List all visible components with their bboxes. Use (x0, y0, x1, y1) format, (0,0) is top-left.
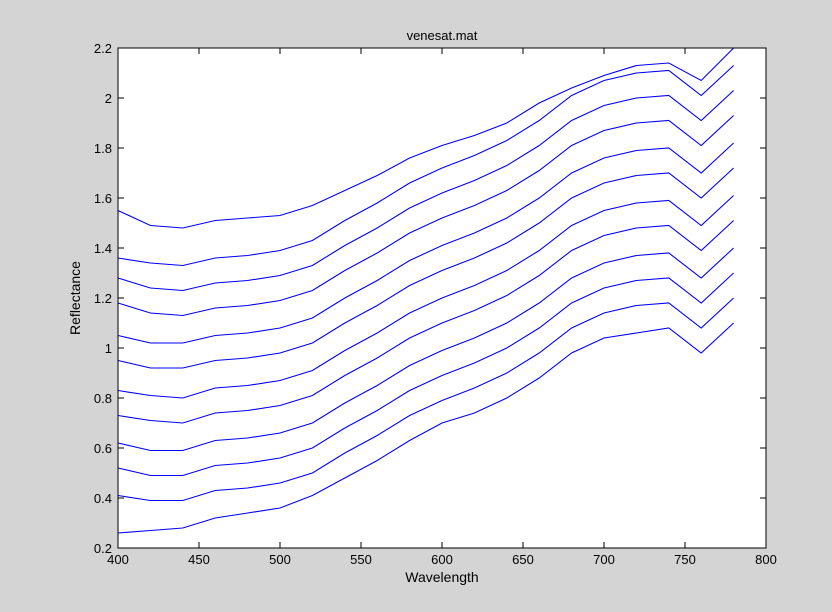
y-tick-label: 1.6 (94, 191, 112, 206)
y-tick-label: 1.8 (94, 141, 112, 156)
chart-title: venesat.mat (407, 28, 478, 43)
y-tick-label: 1 (105, 341, 112, 356)
series-line-5 (117, 220, 734, 424)
y-tick-label: 0.4 (94, 491, 112, 506)
x-tick-label: 700 (593, 552, 615, 567)
series-line-2 (117, 297, 734, 502)
x-tick-label: 450 (188, 552, 210, 567)
y-tick-label: 0.2 (94, 541, 112, 556)
series-line-8 (117, 142, 734, 344)
y-tick-label: 0.6 (94, 441, 112, 456)
series-line-12 (117, 47, 734, 229)
y-tick-label: 2 (105, 91, 112, 106)
x-tick-label: 400 (107, 552, 129, 567)
series-layer (117, 47, 734, 534)
x-tick-label: 600 (431, 552, 453, 567)
series-line-7 (117, 167, 734, 369)
x-axis-label: Wavelength (405, 569, 478, 585)
series-line-1 (117, 322, 734, 534)
series-line-3 (117, 272, 734, 477)
y-tick-label: 1.4 (94, 241, 112, 256)
series-line-9 (117, 115, 734, 317)
x-tick-label: 800 (755, 552, 777, 567)
y-tick-label: 1.2 (94, 291, 112, 306)
x-tick-label: 650 (512, 552, 534, 567)
series-line-11 (117, 65, 734, 267)
y-tick-label: 0.8 (94, 391, 112, 406)
x-tick-label: 500 (269, 552, 291, 567)
series-line-6 (117, 195, 734, 399)
x-tick-label: 750 (674, 552, 696, 567)
x-tick-label: 550 (350, 552, 372, 567)
ticks-layer: 400 450 500 550 600 650 700 750 800 0.2 0.4 0.6 0.8 1… (94, 41, 777, 567)
series-line-4 (117, 247, 734, 452)
y-tick-label: 2.2 (94, 41, 112, 56)
series-line-10 (117, 90, 734, 292)
y-axis-label: Reflectance (67, 261, 83, 335)
